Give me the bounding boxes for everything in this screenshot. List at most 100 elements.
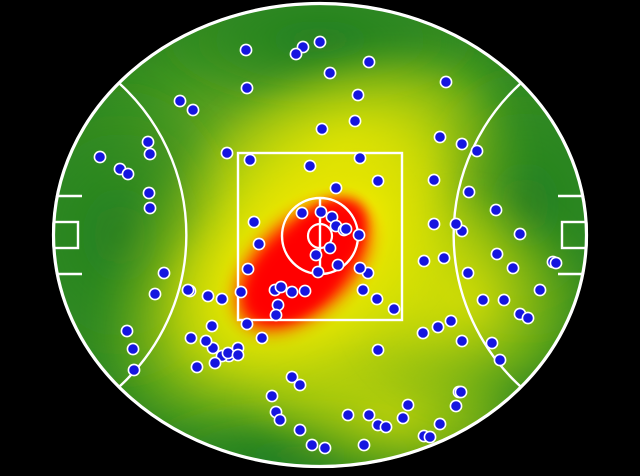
shot-marker[interactable]: [231, 348, 245, 362]
shot-marker[interactable]: [243, 153, 257, 167]
shot-marker[interactable]: [533, 283, 547, 297]
shot-marker[interactable]: [273, 413, 287, 427]
shot-marker[interactable]: [303, 159, 317, 173]
shot-marker[interactable]: [141, 135, 155, 149]
shot-marker[interactable]: [423, 430, 437, 444]
shot-marker[interactable]: [371, 174, 385, 188]
shot-marker[interactable]: [444, 314, 458, 328]
shot-marker[interactable]: [427, 217, 441, 231]
shot-marker[interactable]: [318, 441, 332, 455]
shot-marker[interactable]: [181, 283, 195, 297]
shot-marker[interactable]: [417, 254, 431, 268]
shot-marker[interactable]: [285, 370, 299, 384]
shot-marker[interactable]: [293, 378, 307, 392]
shot-marker[interactable]: [173, 94, 187, 108]
shot-marker[interactable]: [490, 247, 504, 261]
shot-marker[interactable]: [356, 283, 370, 297]
shot-marker[interactable]: [315, 122, 329, 136]
shot-marker[interactable]: [323, 66, 337, 80]
shot-marker[interactable]: [439, 75, 453, 89]
shot-marker[interactable]: [143, 147, 157, 161]
shot-marker[interactable]: [285, 285, 299, 299]
shot-marker[interactable]: [240, 81, 254, 95]
shot-marker[interactable]: [215, 292, 229, 306]
shot-marker[interactable]: [396, 411, 410, 425]
shot-marker[interactable]: [493, 353, 507, 367]
shot-marker[interactable]: [331, 258, 345, 272]
shot-marker[interactable]: [341, 408, 355, 422]
shot-marker[interactable]: [274, 280, 288, 294]
shot-marker[interactable]: [265, 389, 279, 403]
shot-marker[interactable]: [431, 320, 445, 334]
shot-marker[interactable]: [462, 185, 476, 199]
shot-marker[interactable]: [289, 47, 303, 61]
shot-marker[interactable]: [449, 399, 463, 413]
shot-marker[interactable]: [379, 420, 393, 434]
shot-marker[interactable]: [186, 103, 200, 117]
shot-marker[interactable]: [387, 302, 401, 316]
shot-marker[interactable]: [353, 261, 367, 275]
shot-marker[interactable]: [521, 311, 535, 325]
shot-marker[interactable]: [293, 423, 307, 437]
shot-marker[interactable]: [437, 251, 451, 265]
shot-marker[interactable]: [352, 228, 366, 242]
shot-marker[interactable]: [305, 438, 319, 452]
shot-marker[interactable]: [184, 331, 198, 345]
shot-marker[interactable]: [549, 256, 563, 270]
shot-marker[interactable]: [234, 285, 248, 299]
shot-marker[interactable]: [416, 326, 430, 340]
shot-marker[interactable]: [143, 201, 157, 215]
shot-marker[interactable]: [142, 186, 156, 200]
shot-marker[interactable]: [239, 43, 253, 57]
shot-marker[interactable]: [455, 334, 469, 348]
shot-marker[interactable]: [148, 287, 162, 301]
shot-marker[interactable]: [313, 35, 327, 49]
shot-marker[interactable]: [370, 292, 384, 306]
shot-marker[interactable]: [269, 308, 283, 322]
shot-marker[interactable]: [323, 241, 337, 255]
shot-marker[interactable]: [351, 88, 365, 102]
shot-marker[interactable]: [489, 203, 503, 217]
shot-marker[interactable]: [157, 266, 171, 280]
shot-marker[interactable]: [506, 261, 520, 275]
shot-marker[interactable]: [454, 385, 468, 399]
shot-marker[interactable]: [93, 150, 107, 164]
shot-marker[interactable]: [247, 215, 261, 229]
shot-marker[interactable]: [240, 317, 254, 331]
shot-marker[interactable]: [461, 266, 475, 280]
shot-marker[interactable]: [252, 237, 266, 251]
shot-marker[interactable]: [329, 181, 343, 195]
shot-marker[interactable]: [311, 265, 325, 279]
shot-marker[interactable]: [348, 114, 362, 128]
shot-marker[interactable]: [126, 342, 140, 356]
shot-marker[interactable]: [433, 417, 447, 431]
shot-marker[interactable]: [298, 284, 312, 298]
shot-marker[interactable]: [513, 227, 527, 241]
shot-marker[interactable]: [201, 289, 215, 303]
shot-marker[interactable]: [309, 248, 323, 262]
shot-marker[interactable]: [362, 408, 376, 422]
shot-marker[interactable]: [120, 324, 134, 338]
shot-marker[interactable]: [199, 334, 213, 348]
shot-marker[interactable]: [220, 146, 234, 160]
shot-marker[interactable]: [339, 222, 353, 236]
shot-marker[interactable]: [401, 398, 415, 412]
shot-marker[interactable]: [362, 55, 376, 69]
shot-marker[interactable]: [476, 293, 490, 307]
shot-marker[interactable]: [497, 293, 511, 307]
shot-marker[interactable]: [427, 173, 441, 187]
shot-marker[interactable]: [470, 144, 484, 158]
shot-marker[interactable]: [455, 137, 469, 151]
shot-marker[interactable]: [357, 438, 371, 452]
shot-marker[interactable]: [433, 130, 447, 144]
shot-marker[interactable]: [295, 206, 309, 220]
shot-marker[interactable]: [449, 217, 463, 231]
shot-marker[interactable]: [190, 360, 204, 374]
shot-marker[interactable]: [208, 356, 222, 370]
shot-marker[interactable]: [241, 262, 255, 276]
shot-marker[interactable]: [485, 336, 499, 350]
shot-marker[interactable]: [353, 151, 367, 165]
shot-marker[interactable]: [255, 331, 269, 345]
shot-marker[interactable]: [127, 363, 141, 377]
shot-marker[interactable]: [121, 167, 135, 181]
